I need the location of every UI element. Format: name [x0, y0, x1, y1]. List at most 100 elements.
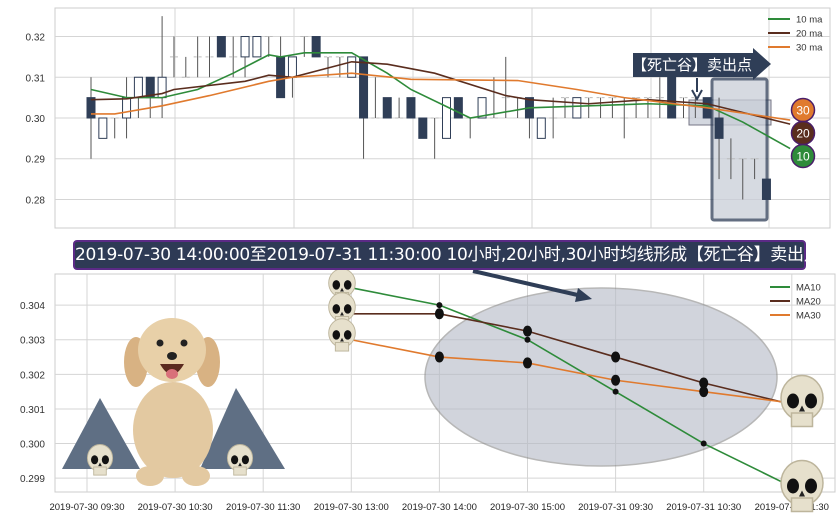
y-tick-label: 0.29	[26, 155, 46, 166]
top-candlestick-chart: 0.28 0.29 0.30 0.31 0.32 10 ma 20 ma 30 ma 30 20 1…	[26, 7, 831, 229]
skull-icon	[328, 318, 356, 352]
data-point	[434, 308, 444, 320]
skull-nose	[799, 405, 805, 412]
skull-eye	[787, 393, 799, 409]
data-point	[611, 351, 621, 363]
y-tick-label: 0.30	[26, 114, 46, 125]
y-tick-label: 0.31	[26, 73, 46, 84]
skull-jaw	[334, 342, 350, 352]
death-cross-banner: 2019-07-30 14:00:00至2019-07-31 11:30:00 …	[73, 240, 821, 270]
candle-down	[667, 76, 677, 119]
skull-jaw	[93, 466, 107, 476]
x-tick-label: 2019-07-30 14:00	[402, 502, 477, 513]
dog-nose	[167, 352, 177, 360]
bottom-ma-chart: 2019-07-30 09:30 2019-07-30 10:30 2019-07-…	[20, 268, 836, 513]
candle-down	[359, 56, 369, 119]
candle-up	[477, 97, 487, 119]
data-point	[523, 357, 532, 369]
skull-jaw	[790, 497, 814, 513]
legend-label: MA20	[796, 297, 821, 308]
ma-line-20-ma	[90, 60, 791, 125]
skull-nose	[340, 311, 344, 316]
candle-down	[216, 36, 226, 58]
skull-eye	[241, 455, 249, 465]
annotation-arrow-shape	[633, 48, 771, 80]
skull-eye	[343, 280, 352, 290]
candle-up	[572, 97, 582, 119]
y-tick-label: 0.28	[26, 195, 46, 206]
skull-nose	[340, 287, 344, 292]
pointer-arrow-icon	[472, 269, 583, 298]
candle-up	[122, 97, 132, 119]
dog-body	[133, 382, 213, 478]
legend-label: 30 ma	[796, 43, 823, 54]
skull-nose	[799, 490, 805, 497]
y-tick-label: 0.303	[20, 336, 45, 347]
dog-eye	[156, 339, 164, 347]
skull-eye	[343, 304, 352, 314]
candle-up	[252, 36, 262, 58]
legend-label: MA30	[796, 311, 821, 322]
skull-jaw	[790, 412, 814, 428]
candle-down	[382, 97, 392, 119]
skull-eye	[343, 330, 352, 340]
candle-down	[418, 117, 428, 139]
candle-up	[133, 76, 143, 99]
skull-nose	[340, 337, 344, 342]
y-tick-label: 0.299	[20, 474, 45, 485]
candle-down	[86, 97, 96, 119]
y-tick-label: 0.304	[20, 301, 45, 312]
candle-up	[287, 56, 297, 78]
legend-label: 20 ma	[796, 29, 823, 40]
x-tick-label: 2019-07-30 13:00	[314, 502, 389, 513]
skull-nose	[238, 462, 242, 467]
x-tick-label: 2019-07-30 09:30	[49, 502, 124, 513]
legend-label: MA10	[796, 283, 821, 294]
dog-paw	[136, 466, 164, 486]
data-point	[612, 388, 619, 395]
data-point	[699, 377, 709, 389]
x-tick-label: 2019-07-30 11:30	[226, 502, 300, 513]
x-tick-label: 2019-07-31 09:30	[578, 502, 653, 513]
death-valley-box	[710, 77, 769, 222]
down-arrow-icon	[691, 78, 703, 102]
skull-nose	[98, 462, 102, 467]
candle-up	[442, 97, 451, 139]
candle-down	[453, 97, 463, 119]
ma-line-MA10	[351, 287, 793, 488]
skull-eye	[332, 330, 341, 340]
pointer-arrow-head	[575, 288, 592, 302]
candle-up	[240, 36, 250, 58]
x-tick-label: 2019-07-30 15:00	[490, 502, 565, 513]
skull-eye	[805, 478, 817, 494]
ma-line-MA30	[351, 338, 792, 404]
skull-icon	[780, 374, 824, 428]
skull-eye	[332, 280, 341, 290]
skull-eye	[231, 455, 239, 465]
data-point	[699, 386, 709, 398]
ma-end-badge-label: 30	[796, 104, 810, 118]
skull-icon	[780, 459, 824, 513]
mountain-left	[62, 398, 140, 469]
ma-end-badge-label: 20	[796, 127, 810, 141]
ma-line-MA20	[351, 312, 792, 406]
data-point	[434, 351, 444, 363]
candle-up	[536, 117, 546, 139]
dog-head	[138, 318, 206, 382]
y-tick-label: 0.300	[20, 440, 45, 451]
skull-jaw	[233, 466, 247, 476]
candle-up	[98, 117, 108, 139]
dog-tongue	[166, 369, 178, 379]
annotation-label: 【死亡谷】卖出点	[632, 56, 752, 74]
skull-eye	[91, 455, 99, 465]
legend-label: 10 ma	[796, 15, 823, 26]
poodle-illustration	[124, 318, 220, 486]
dog-eye	[180, 339, 188, 347]
ma-end-badge	[790, 143, 816, 169]
mountain-right	[200, 388, 285, 469]
ma-line-30-ma	[91, 72, 791, 121]
candle-down	[761, 178, 771, 200]
candle-up	[347, 56, 357, 78]
candle-down	[406, 97, 416, 119]
